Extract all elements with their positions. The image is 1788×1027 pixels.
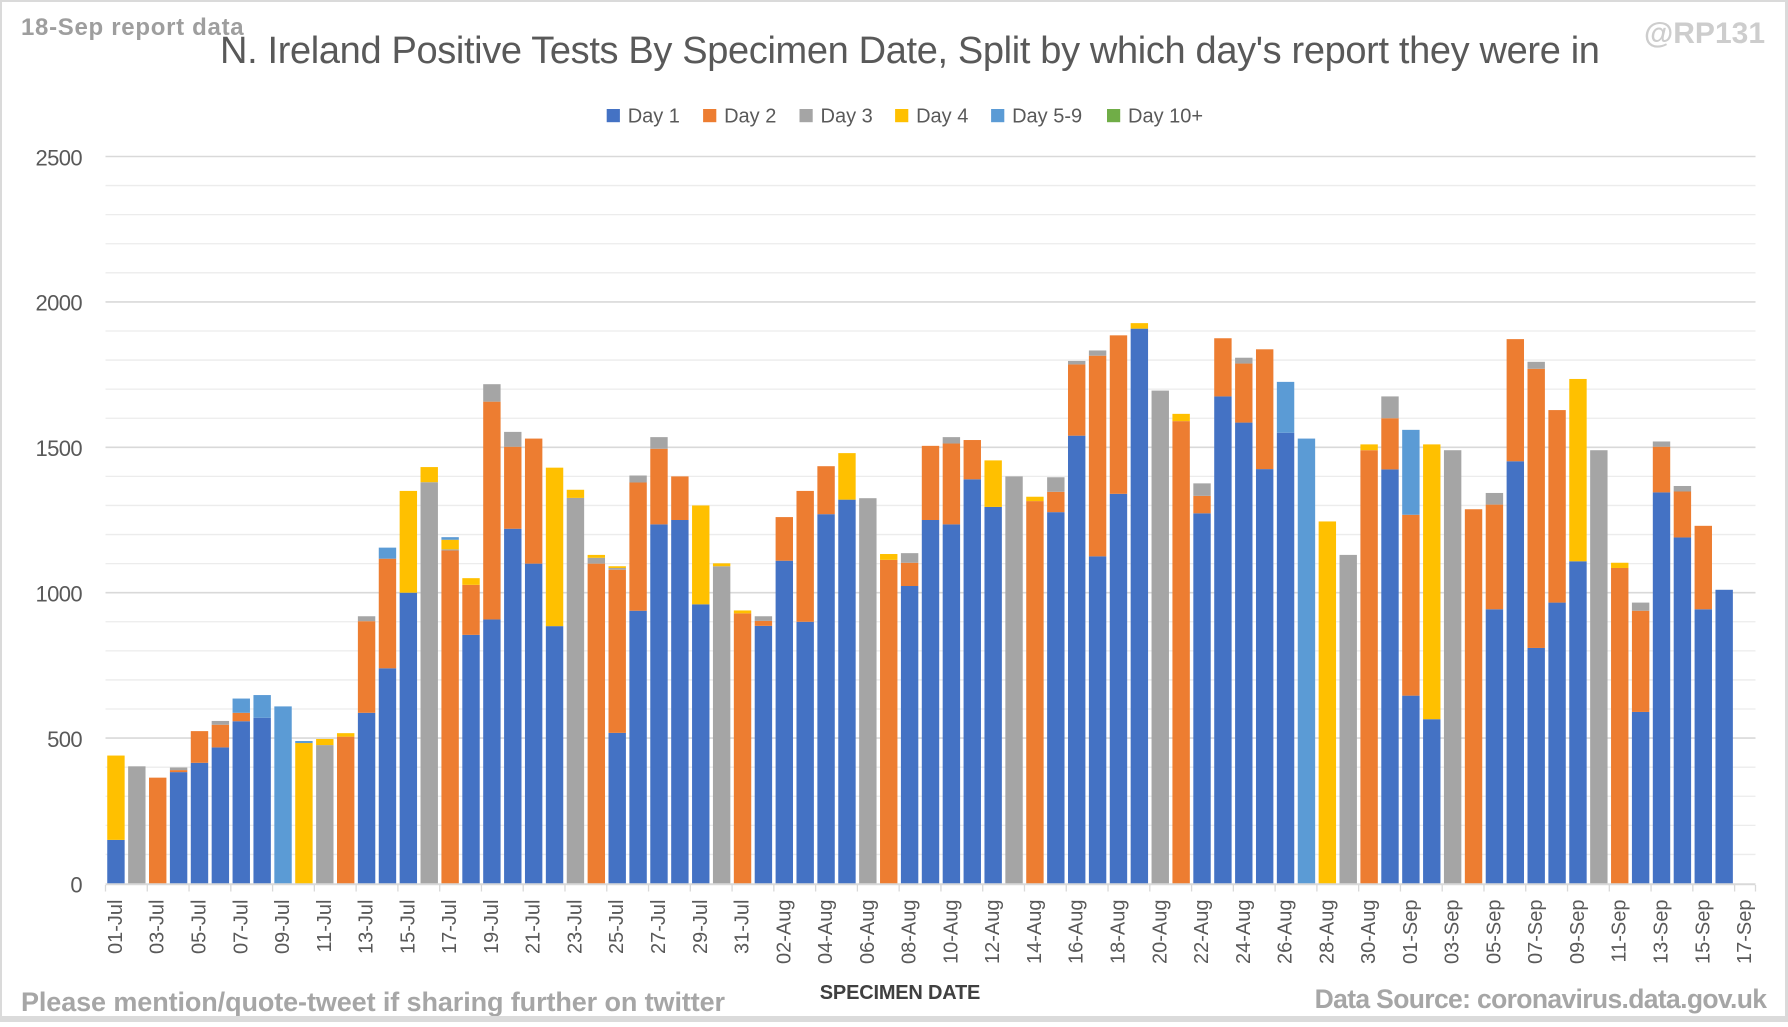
svg-text:07-Jul: 07-Jul: [230, 900, 252, 954]
svg-text:21-Jul: 21-Jul: [523, 900, 545, 954]
svg-text:2500: 2500: [35, 145, 82, 170]
svg-text:30-Aug: 30-Aug: [1358, 900, 1380, 965]
svg-text:Day 4: Day 4: [916, 106, 968, 128]
svg-text:08-Aug: 08-Aug: [899, 900, 921, 965]
svg-text:17-Sep: 17-Sep: [1734, 900, 1756, 965]
svg-text:26-Aug: 26-Aug: [1275, 900, 1297, 965]
svg-text:22-Aug: 22-Aug: [1191, 900, 1213, 965]
svg-text:05-Sep: 05-Sep: [1483, 900, 1505, 965]
svg-text:14-Aug: 14-Aug: [1024, 900, 1046, 965]
svg-text:11-Sep: 11-Sep: [1609, 900, 1631, 963]
svg-text:18-Aug: 18-Aug: [1107, 900, 1129, 965]
svg-text:Day 5-9: Day 5-9: [1012, 106, 1082, 128]
svg-text:500: 500: [47, 727, 82, 752]
svg-text:15-Sep: 15-Sep: [1692, 900, 1714, 965]
svg-text:07-Sep: 07-Sep: [1525, 900, 1547, 965]
svg-text:03-Jul: 03-Jul: [147, 900, 169, 954]
svg-text:23-Jul: 23-Jul: [564, 900, 586, 954]
svg-text:13-Jul: 13-Jul: [356, 900, 378, 954]
svg-text:15-Jul: 15-Jul: [397, 900, 419, 954]
svg-text:Day 10+: Day 10+: [1128, 106, 1203, 128]
svg-text:09-Sep: 09-Sep: [1567, 900, 1589, 965]
svg-text:1500: 1500: [35, 436, 82, 461]
svg-text:N. Ireland Positive Tests By S: N. Ireland Positive Tests By Specimen Da…: [220, 30, 1600, 72]
svg-text:03-Sep: 03-Sep: [1442, 900, 1464, 965]
svg-text:02-Aug: 02-Aug: [773, 900, 795, 965]
svg-text:1000: 1000: [35, 582, 82, 607]
svg-text:Please mention/quote-tweet if: Please mention/quote-tweet if sharing fu…: [21, 987, 726, 1017]
svg-text:31-Jul: 31-Jul: [732, 900, 754, 954]
svg-text:20-Aug: 20-Aug: [1149, 900, 1171, 965]
svg-text:09-Jul: 09-Jul: [272, 900, 294, 954]
svg-text:2000: 2000: [35, 291, 82, 316]
svg-text:25-Jul: 25-Jul: [606, 900, 628, 954]
svg-text:04-Aug: 04-Aug: [815, 900, 837, 965]
svg-text:16-Aug: 16-Aug: [1066, 900, 1088, 965]
svg-text:27-Jul: 27-Jul: [648, 900, 670, 954]
svg-text:Data Source: coronavirus.data.: Data Source: coronavirus.data.gov.uk: [1315, 984, 1768, 1014]
svg-text:12-Aug: 12-Aug: [982, 899, 1004, 964]
svg-text:05-Jul: 05-Jul: [188, 900, 210, 954]
svg-text:29-Jul: 29-Jul: [690, 900, 712, 954]
svg-text:06-Aug: 06-Aug: [857, 900, 879, 965]
svg-text:18-Sep report data: 18-Sep report data: [21, 14, 244, 41]
svg-text:19-Jul: 19-Jul: [481, 900, 503, 954]
svg-text:17-Jul: 17-Jul: [439, 900, 461, 954]
svg-text:13-Sep: 13-Sep: [1651, 900, 1673, 965]
svg-text:SPECIMEN DATE: SPECIMEN DATE: [820, 982, 980, 1004]
svg-text:Day 3: Day 3: [821, 106, 873, 128]
svg-text:Day 1: Day 1: [628, 106, 680, 128]
svg-text:10-Aug: 10-Aug: [940, 900, 962, 965]
svg-text:01-Jul: 01-Jul: [105, 900, 127, 954]
svg-text:24-Aug: 24-Aug: [1233, 900, 1255, 965]
svg-text:01-Sep: 01-Sep: [1400, 900, 1422, 965]
svg-text:28-Aug: 28-Aug: [1316, 900, 1338, 965]
svg-text:Day 2: Day 2: [724, 106, 776, 128]
svg-text:@RP131: @RP131: [1644, 17, 1765, 50]
svg-text:0: 0: [70, 872, 82, 897]
svg-text:11-Jul: 11-Jul: [314, 900, 336, 953]
